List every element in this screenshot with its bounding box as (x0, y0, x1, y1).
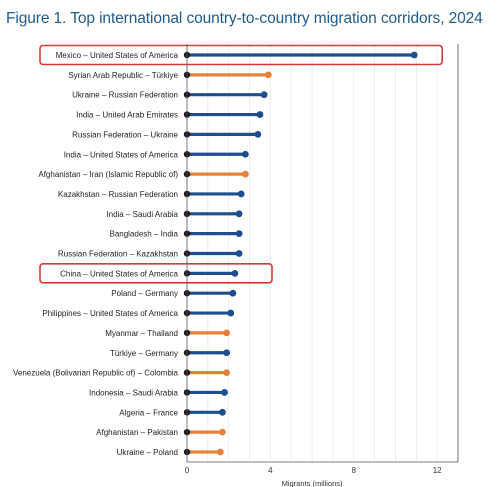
category-label: Türkiye – Germany (110, 349, 178, 358)
x-tick-label: 0 (185, 466, 190, 475)
lollipop-head (227, 309, 235, 317)
labels-layer: Mexico – United States of America Syrian … (13, 51, 179, 457)
category-label: India – United States of America (64, 150, 179, 159)
category-label: Kazakhstan – Russian Federation (58, 190, 178, 199)
category-label: India – Saudi Arabia (106, 210, 178, 219)
lollipop-head (229, 289, 237, 297)
category-label: Venezuela (Bolivarian Republic of) – Col… (13, 369, 179, 378)
x-tick-label: 8 (352, 466, 357, 475)
figure-title: Figure 1. Top international country-to-c… (6, 10, 483, 27)
lollipop-head (241, 150, 249, 158)
highlight-box (39, 44, 444, 66)
category-label: China – United States of America (60, 269, 178, 278)
lollipop-head (256, 111, 264, 118)
marks-layer (183, 51, 418, 456)
lollipop-head (216, 448, 224, 456)
category-label: Russian Federation – Kazakhstan (58, 250, 178, 259)
lollipop-head (260, 91, 268, 99)
lollipop-head (223, 329, 231, 337)
category-label: Poland – Germany (111, 289, 178, 298)
lollipop-head (264, 71, 272, 79)
x-axis-title: Migrants (millions) (282, 479, 343, 487)
lollipop-head (235, 210, 243, 218)
category-label: Afghanistan – Pakistan (96, 428, 178, 437)
lollipop-head (231, 269, 239, 277)
lollipop-head (241, 170, 249, 178)
category-label: Myanmar – Thailand (105, 329, 178, 338)
category-label: India – United Arab Emirates (76, 111, 178, 120)
axis-layer: 0 4 8 12 Migrants (millions) (185, 44, 459, 487)
lollipop-head (410, 51, 418, 59)
lollipop-head (254, 131, 262, 138)
category-label: Indonesia – Saudi Arabia (89, 388, 179, 397)
lollipop-head (235, 250, 243, 257)
lollipop-head (223, 349, 231, 357)
lollipop-head (221, 389, 228, 396)
lollipop-head (237, 190, 245, 198)
lollipop-head (223, 369, 231, 376)
lollipop-head (219, 428, 226, 436)
lollipop-head (235, 230, 243, 238)
highlight-box (39, 263, 273, 284)
grid-layer (207, 44, 459, 462)
category-label: Bangladesh – India (110, 230, 179, 239)
category-label: Ukraine – Poland (117, 448, 178, 457)
highlight-layer (39, 44, 444, 284)
category-label: Algeria – France (119, 408, 178, 417)
category-label: Philippines – United States of America (42, 309, 178, 318)
x-tick-label: 12 (433, 466, 442, 475)
lollipop-head (219, 408, 226, 416)
category-label: Afghanistan – Iran (Islamic Republic of) (38, 170, 178, 179)
x-tick-label: 4 (268, 466, 273, 475)
category-label: Syrian Arab Republic – Türkiye (68, 71, 178, 80)
category-label: Mexico – United States of America (56, 51, 179, 60)
category-label: Ukraine – Russian Federation (72, 91, 178, 100)
category-label: Russian Federation – Ukraine (72, 130, 178, 139)
